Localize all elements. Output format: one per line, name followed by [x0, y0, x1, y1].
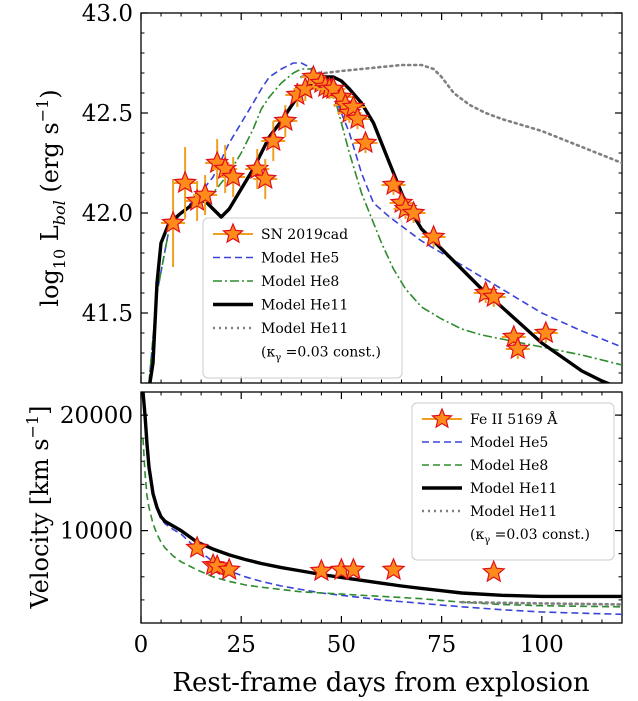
bottom-legend-label-He11: Model He11 — [470, 481, 557, 497]
bottom-x-tick-label: 75 — [427, 632, 456, 658]
top-obs-point — [345, 106, 370, 130]
bottom-legend-box — [411, 402, 615, 561]
bottom-obs-point — [217, 557, 242, 581]
bottom-x-tick-label: 100 — [520, 632, 564, 658]
top-obs-point — [381, 172, 406, 196]
top-obs-point — [481, 284, 506, 308]
bottom-legend-note: (κγ =0.03 const.) — [470, 527, 590, 546]
bottom-legend-label-He11k: Model He11 — [470, 504, 557, 520]
bottom-legend-label-obs: Fe II 5169 Å — [470, 410, 558, 428]
top-obs-point — [193, 182, 218, 206]
top-legend-label-He11k: Model He11 — [261, 321, 348, 337]
top-axes: 41.5 42.0 42.5 43.0 — [82, 1, 622, 383]
top-obs-point — [261, 128, 286, 152]
top-obs-point — [533, 320, 558, 344]
bottom-y-tick-label: 20000 — [60, 403, 133, 429]
top-obs-point — [173, 170, 198, 194]
bottom-plot-area — [141, 392, 622, 616]
top-obs-point — [253, 166, 278, 190]
top-obs-point — [221, 164, 246, 188]
top-y-axis-label: log10 Lbol (erg s−1) — [33, 89, 69, 306]
top-legend-handle-obs — [222, 222, 244, 244]
top-obs-point — [273, 108, 298, 132]
top-panel: 41.5 42.0 42.5 43.0 log10 Lbol (erg s−1) SN… — [33, 1, 623, 384]
top-y-tick-label: 42.5 — [82, 101, 133, 127]
top-y-tick-label: 43.0 — [82, 1, 133, 27]
top-series-He11k — [299, 63, 622, 165]
bottom-legend: Fe II 5169 Å Model He5 Model He8 Model He11… — [411, 402, 615, 561]
top-legend-label-He8: Model He8 — [261, 274, 339, 290]
bottom-axes: 0 25 50 75 100 10000 20000 — [60, 391, 622, 658]
bottom-x-tick-label: 25 — [227, 632, 256, 658]
bottom-x-tick-label: 0 — [134, 632, 149, 658]
bottom-series-He5 — [142, 392, 622, 616]
top-legend-label-obs: SN 2019cad — [261, 227, 348, 243]
top-legend-note: (κγ =0.03 const.) — [261, 345, 381, 364]
top-obs-point — [161, 210, 185, 234]
top-obs-point — [401, 200, 426, 224]
bottom-obs-point — [381, 557, 406, 581]
bottom-y-axis-label: Velocity [km s−1] — [23, 406, 54, 610]
bottom-legend-label-He8: Model He8 — [470, 458, 548, 474]
top-obs-point — [421, 224, 446, 248]
top-obs-point — [353, 130, 378, 154]
bottom-obs-point — [481, 559, 506, 583]
bottom-legend-label-He5: Model He5 — [470, 435, 548, 451]
bottom-obs-point — [309, 558, 334, 582]
top-legend-label-He11: Model He11 — [261, 298, 348, 314]
bottom-legend-handle-obs — [431, 407, 453, 429]
top-legend-label-He5: Model He5 — [261, 251, 339, 267]
bottom-panel: 0 25 50 75 100 10000 20000 Velocity [km s−1] R… — [23, 391, 623, 698]
bottom-series-He8 — [142, 438, 622, 608]
top-obs-point — [505, 336, 530, 360]
bottom-x-tick-label: 50 — [327, 632, 356, 658]
top-y-tick-label: 42.0 — [82, 201, 133, 227]
bottom-y-tick-label: 10000 — [60, 519, 133, 545]
top-y-tick-label: 41.5 — [82, 301, 133, 327]
bottom-obs-point — [185, 535, 210, 559]
top-plot-area — [145, 62, 622, 383]
bottom-series-He11 — [141, 392, 622, 599]
top-legend: SN 2019cad Model He5 Model He8 Model He11 Mo… — [202, 217, 403, 379]
bottom-obs-point — [341, 557, 366, 581]
x-axis-label: Rest-frame days from explosion — [172, 668, 589, 698]
bottom-series-He11k — [460, 600, 622, 606]
